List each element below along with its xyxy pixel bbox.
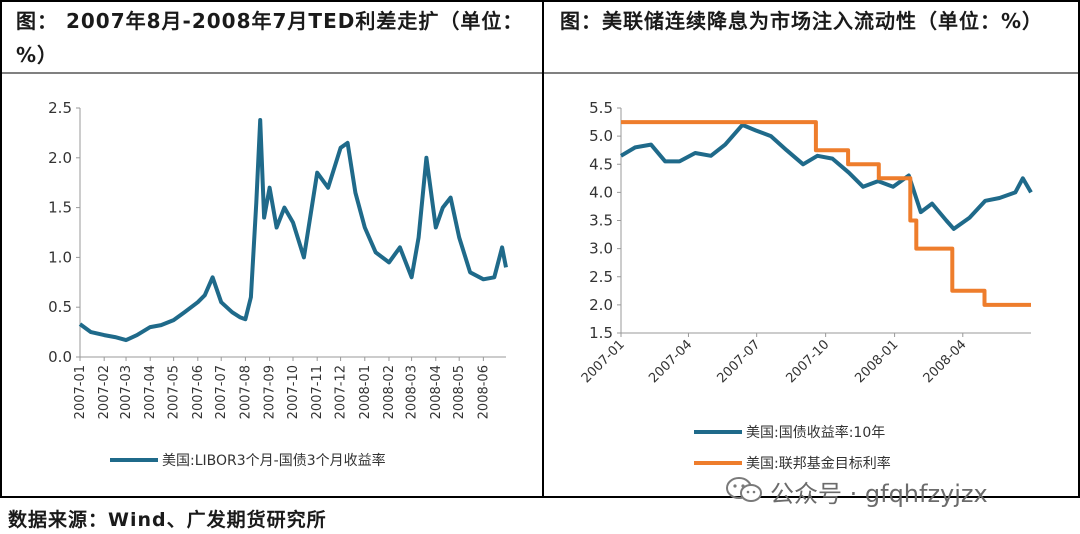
x-tick-label: 2007-01 <box>73 365 88 419</box>
x-tick-label: 2008-04 <box>429 365 444 419</box>
x-tick-label: 2007-10 <box>783 337 832 386</box>
legend-label-2: 美国:联邦基金目标利率 <box>746 455 891 472</box>
x-tick-label: 2008-02 <box>382 365 397 419</box>
y-tick-label: 1.5 <box>48 199 72 217</box>
y-tick-label: 2.0 <box>48 149 72 167</box>
y-tick-label: 0.5 <box>48 298 72 316</box>
y-tick-label: 2.5 <box>48 99 72 117</box>
left-chart-title: 图： 2007年8月-2008年7月TED利差走扩（单位：%） <box>16 9 524 67</box>
y-tick-label: 2.5 <box>589 268 613 286</box>
legend-label-1: 美国:国债收益率:10年 <box>746 424 885 441</box>
y-tick-label: 3.5 <box>589 212 613 230</box>
y-tick-label: 3.0 <box>589 240 613 258</box>
x-tick-label: 2007-10 <box>286 365 301 419</box>
y-tick-label: 4.5 <box>589 155 613 173</box>
data-source: 数据来源：Wind、广发期货研究所 <box>8 509 327 531</box>
x-tick-label: 2007-04 <box>143 365 158 419</box>
series-line-2 <box>621 120 1031 307</box>
right-chart-title: 图：美联储连续降息为市场注入流动性（单位：%） <box>560 9 1044 33</box>
x-tick-label: 2007-01 <box>579 337 628 386</box>
series-line-1 <box>619 122 1033 231</box>
y-tick-label: 0.0 <box>48 348 72 366</box>
y-tick-label: 1.5 <box>589 324 613 342</box>
wechat-icon <box>726 477 762 502</box>
x-tick-label: 2008-06 <box>476 365 491 419</box>
x-tick-label: 2007-09 <box>263 365 278 419</box>
x-tick-label: 2007-07 <box>714 337 763 386</box>
y-tick-label: 2.0 <box>589 296 613 314</box>
x-tick-label: 2007-06 <box>191 365 206 419</box>
y-tick-label: 4.0 <box>589 183 613 201</box>
x-tick-label: 2007-12 <box>334 365 349 419</box>
x-tick-label: 2007-05 <box>167 365 182 419</box>
x-tick-label: 2007-08 <box>238 365 253 419</box>
legend-label-1: 美国:LIBOR3个月-国债3个月收益率 <box>162 452 386 469</box>
x-tick-label: 2008-01 <box>358 365 373 419</box>
x-tick-label: 2007-03 <box>119 365 134 419</box>
left-chart: 0.0 0.5 1.0 1.5 2.0 2.5 2007-01 2007-02 2007-03 2… <box>48 99 508 469</box>
x-tick-label: 2007-07 <box>214 365 229 419</box>
x-tick-label: 2007-11 <box>310 365 325 419</box>
y-tick-label: 1.0 <box>48 248 72 266</box>
watermark-text: 公众号 · gfqhfzyjzx <box>770 480 988 508</box>
series-line-1 <box>78 118 508 343</box>
x-tick-label: 2007-02 <box>97 365 112 419</box>
x-tick-label: 2008-03 <box>405 365 420 419</box>
right-chart: 1.5 2.0 2.5 3.0 3.5 4.0 4.5 5.0 5.5 2007-01 2007-0… <box>579 99 1033 472</box>
x-tick-label: 2008-01 <box>852 337 901 386</box>
x-tick-label: 2008-04 <box>921 337 970 386</box>
y-tick-label: 5.0 <box>589 127 613 145</box>
x-tick-label: 2007-04 <box>646 337 695 386</box>
y-tick-label: 5.5 <box>589 99 613 117</box>
x-tick-label: 2008-05 <box>452 365 467 419</box>
